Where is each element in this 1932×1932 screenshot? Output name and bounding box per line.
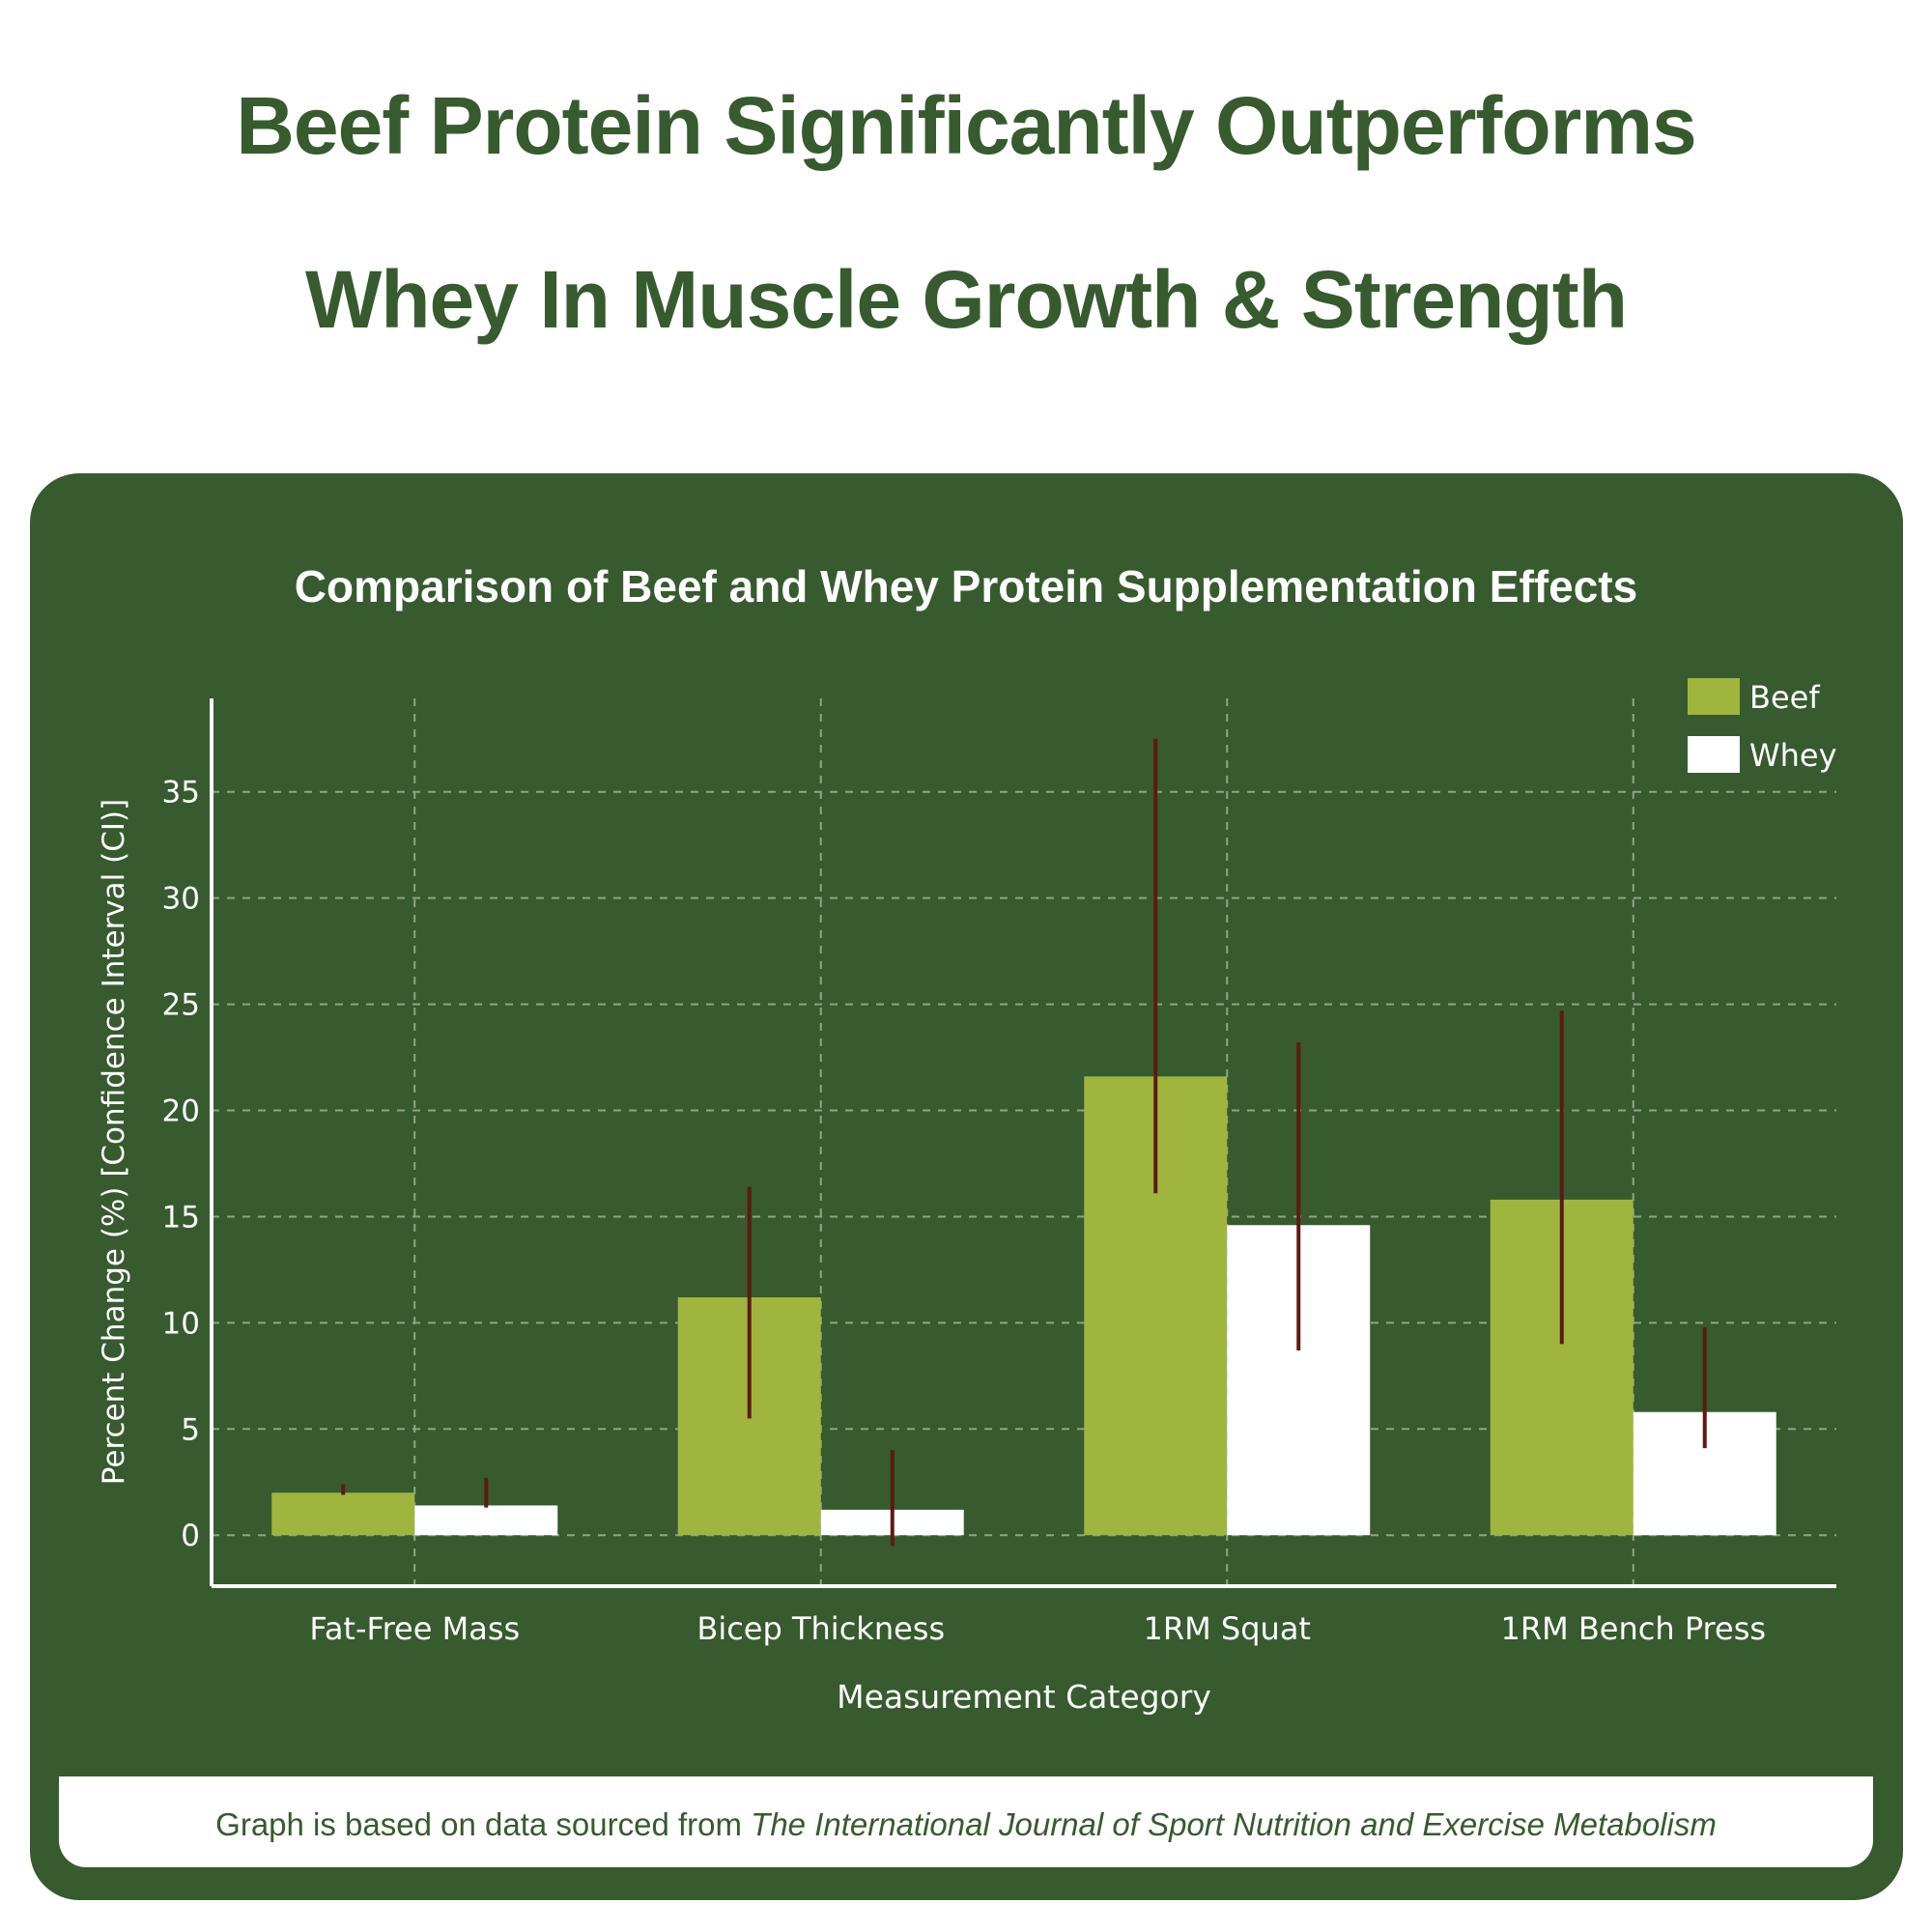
y-tick-label: 35 <box>162 776 200 810</box>
chart-card <box>30 473 1903 1900</box>
y-tick-label: 10 <box>162 1306 200 1341</box>
legend-swatch-beef <box>1688 678 1740 715</box>
x-tick-label: 1RM Bench Press <box>1500 1610 1766 1647</box>
headline-line-1: Beef Protein Significantly Outperforms <box>236 80 1697 171</box>
y-tick-label: 0 <box>181 1519 200 1553</box>
legend-label-beef: Beef <box>1749 679 1820 716</box>
y-tick-label: 15 <box>162 1200 200 1235</box>
x-tick-label: 1RM Squat <box>1144 1610 1311 1647</box>
y-tick-label: 25 <box>162 988 200 1023</box>
source-footer: Graph is based on data sourced from The … <box>59 1776 1873 1867</box>
legend-label-whey: Whey <box>1749 737 1837 774</box>
y-tick-label: 20 <box>162 1094 200 1129</box>
footer-prefix: Graph is based on data sourced from <box>215 1806 752 1842</box>
chart-title: Comparison of Beef and Whey Protein Supp… <box>294 561 1638 611</box>
y-tick-label: 5 <box>181 1412 200 1447</box>
legend-swatch-whey <box>1688 736 1740 773</box>
y-axis-title: Percent Change (%) [Confidence Interval … <box>97 799 131 1485</box>
bar-whey <box>414 1505 558 1536</box>
headline-line-2: Whey In Muscle Growth & Strength <box>304 254 1628 345</box>
footer-source: The International Journal of Sport Nutri… <box>751 1806 1717 1842</box>
bar-beef <box>271 1492 415 1536</box>
x-tick-label: Bicep Thickness <box>696 1610 945 1647</box>
x-axis-title: Measurement Category <box>837 1678 1211 1716</box>
x-tick-label: Fat-Free Mass <box>309 1610 520 1647</box>
y-tick-label: 30 <box>162 882 200 917</box>
